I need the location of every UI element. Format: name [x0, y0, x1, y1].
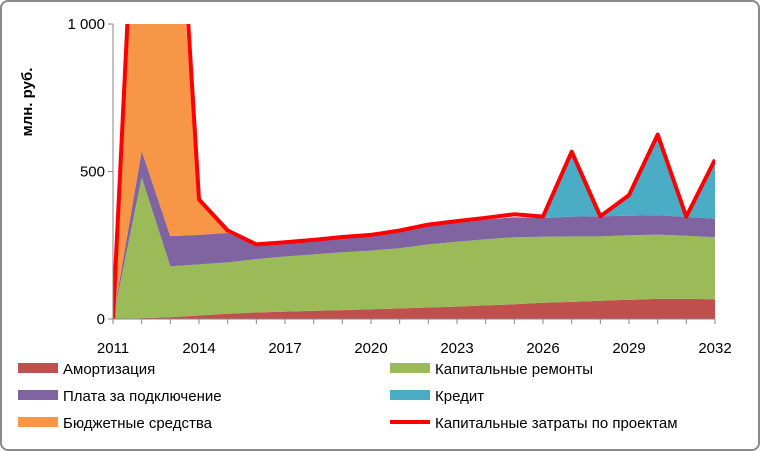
legend-label: Кредит: [435, 388, 484, 405]
legend-label: Плата за подключение: [63, 388, 222, 405]
legend-label: Капитальные затраты по проектам: [435, 415, 678, 432]
y-tick-label: 1 000: [67, 16, 105, 33]
x-tick-label: 2029: [612, 340, 645, 357]
x-tick-label: 2026: [526, 340, 559, 357]
x-tick-label: 2017: [268, 340, 301, 357]
legend-item: Амортизация: [18, 361, 155, 378]
legend-item: Бюджетные средства: [18, 415, 213, 432]
area-series-5: [113, 24, 715, 319]
line-capital-costs: [113, 24, 715, 319]
area-series-2: [113, 177, 715, 319]
y-tick-label: 500: [80, 164, 105, 181]
legend: Амортизация Капитальные ремонты Плата за п…: [18, 361, 678, 432]
legend-label: Капитальные ремонты: [435, 361, 593, 378]
legend-item: Плата за подключение: [18, 388, 222, 405]
x-tick-label: 2014: [182, 340, 215, 357]
legend-swatch: [18, 417, 58, 427]
legend-swatch: [390, 390, 430, 400]
legend-item: Капитальные затраты по проектам: [390, 415, 678, 432]
legend-swatch: [18, 390, 58, 400]
axes: 0 500 1 000 2011 2014 2017 2020 2023 2026 2029 203…: [67, 16, 731, 357]
legend-label: Амортизация: [63, 361, 155, 378]
legend-swatch: [390, 363, 430, 373]
area-series-3: [113, 150, 715, 319]
x-tick-label: 2020: [354, 340, 387, 357]
legend-item: Кредит: [390, 388, 484, 405]
legend-label: Бюджетные средства: [63, 415, 213, 432]
y-tick-label: 0: [97, 311, 105, 328]
area-series-group: [113, 24, 715, 319]
area-series-4: [113, 135, 715, 319]
x-tick-label: 2023: [440, 340, 473, 357]
y-axis-label: млн. руб.: [19, 68, 36, 137]
x-tick-label: 2011: [97, 340, 129, 357]
legend-item: Капитальные ремонты: [390, 361, 593, 378]
x-tick-label: 2032: [698, 340, 731, 357]
area-series-1: [113, 298, 715, 319]
line-series-group: [113, 24, 715, 319]
legend-swatch: [18, 363, 58, 373]
